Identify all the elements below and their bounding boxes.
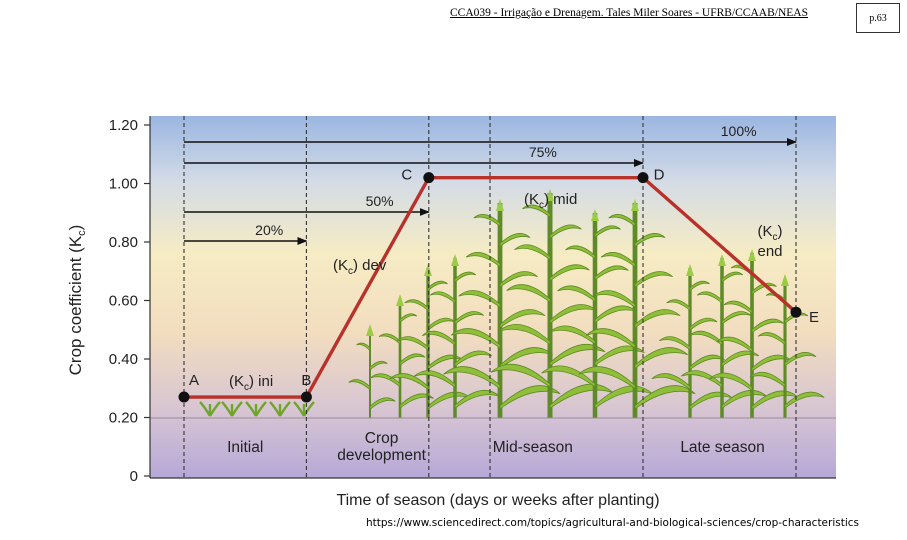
- corn-plant-icon: [443, 199, 561, 418]
- kc-point-c: [423, 172, 435, 184]
- plant-illustrations: [199, 189, 825, 418]
- kc-mid-annotation: (Kc) mid: [524, 191, 577, 211]
- stage-label: Mid-season: [493, 439, 573, 456]
- kc-point-b: [300, 391, 312, 403]
- plot-background: [150, 116, 836, 478]
- y-tick-label: 0: [130, 468, 138, 485]
- y-tick-label: 1.20: [109, 117, 138, 134]
- y-tick-label: 0.60: [109, 293, 138, 310]
- y-axis-label: Crop coefficient (Kc): [66, 225, 88, 376]
- y-tick-label: 0.20: [109, 410, 138, 427]
- corn-plant-icon: [370, 294, 434, 418]
- x-axis-label: Time of season (days or weeks after plan…: [336, 492, 659, 509]
- kc-point-d: [637, 172, 649, 184]
- stage-label: Late season: [680, 439, 764, 456]
- percent-arrow-label: 50%: [366, 193, 394, 209]
- kc-point-label: D: [654, 167, 665, 184]
- seedling-icon: [269, 401, 291, 417]
- seedling-icon: [293, 401, 315, 417]
- kc-end-annotation: (Kc): [758, 223, 783, 243]
- kc-end-annotation-line2: end: [757, 243, 782, 260]
- percent-arrow-label: 20%: [255, 222, 283, 238]
- y-tick-label: 1.00: [109, 176, 138, 193]
- source-url: https://www.sciencedirect.com/topics/agr…: [366, 517, 859, 529]
- kc-point-a: [178, 391, 190, 403]
- corn-plant-icon: [413, 254, 501, 418]
- corn-plant-icon: [651, 264, 733, 418]
- y-tick-label: 0.80: [109, 234, 138, 251]
- seedling-icon: [245, 401, 267, 417]
- kc-point-label: C: [401, 167, 412, 184]
- kc-dev-annotation: (Kc) dev: [333, 257, 387, 277]
- kc-point-label: A: [189, 372, 199, 389]
- kc-ini-annotation: (Kc) ini: [229, 373, 273, 393]
- kc-point-label: E: [809, 309, 819, 326]
- page-number: p.63: [856, 3, 900, 33]
- corn-plant-icon: [490, 189, 614, 418]
- stage-label: Initial: [227, 439, 263, 456]
- percent-arrow-label: 75%: [529, 144, 557, 160]
- kc-point-e: [790, 306, 802, 318]
- percent-arrow-label: 100%: [721, 123, 757, 139]
- corn-plant-icon: [348, 324, 396, 418]
- kc-point-label: B: [301, 372, 311, 389]
- seedling-icon: [199, 401, 221, 417]
- seedling-icon: [221, 401, 243, 417]
- stage-label: Crop: [365, 430, 399, 447]
- page-header-title: CCA039 - Irrigação e Drenagem. Tales Mil…: [450, 7, 808, 19]
- y-tick-label: 0.40: [109, 351, 138, 368]
- stage-label: development: [337, 447, 426, 464]
- corn-plant-icon: [709, 249, 799, 418]
- corn-plant-icon: [578, 199, 696, 418]
- corn-plant-icon: [389, 264, 471, 418]
